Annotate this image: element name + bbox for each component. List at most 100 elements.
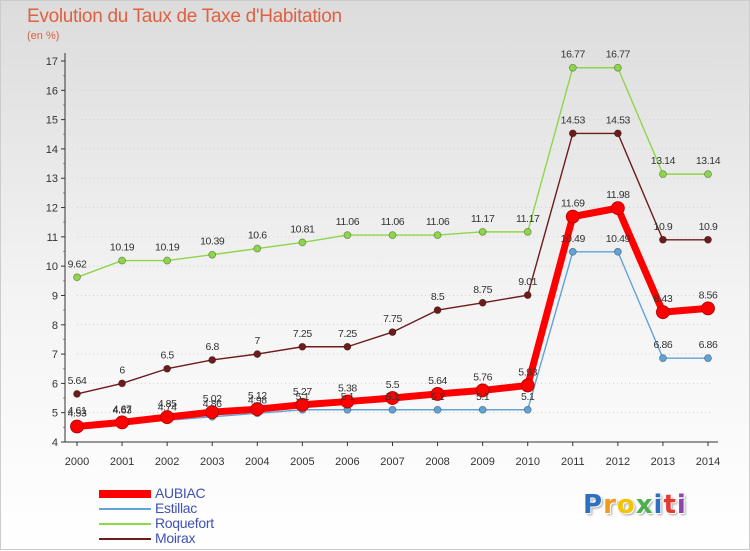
data-label: 4.53	[68, 407, 87, 419]
data-point	[73, 390, 81, 398]
data-point	[298, 238, 307, 247]
x-tick-label: 2002	[155, 456, 179, 468]
legend-label: Moirax	[155, 530, 196, 546]
data-label: 5.1	[521, 391, 535, 403]
legend-label: AUBIAC	[155, 485, 206, 501]
data-label: 8.43	[654, 293, 673, 305]
data-label: 6.86	[699, 339, 718, 351]
legend-swatch	[99, 508, 151, 510]
data-point	[478, 298, 487, 307]
data-label: 10.6	[248, 230, 267, 242]
legend-label: Roquefort	[155, 515, 214, 531]
data-label: 13.14	[696, 155, 721, 167]
data-label: 10.39	[200, 236, 225, 248]
y-tick-label: 10	[46, 261, 58, 273]
data-point	[118, 256, 126, 265]
data-point	[610, 201, 625, 216]
data-point	[208, 250, 217, 259]
data-point	[343, 342, 352, 351]
logo-letter: o	[616, 490, 636, 520]
data-label: 8.75	[473, 284, 492, 296]
data-point	[478, 227, 487, 236]
data-point	[520, 378, 535, 393]
data-label: 10.49	[561, 233, 586, 245]
y-tick-label: 4	[52, 437, 58, 449]
data-label: 11.06	[426, 216, 450, 228]
x-tick-label: 2003	[200, 456, 224, 468]
data-label: 14.53	[606, 114, 631, 126]
data-label: 5.12	[248, 390, 267, 402]
data-label: 10.9	[654, 221, 673, 233]
data-label: 5.38	[338, 383, 357, 395]
x-tick-label: 2007	[380, 456, 404, 468]
data-label: 11.06	[381, 216, 405, 228]
y-tick-label: 13	[46, 173, 58, 185]
y-tick-label: 11	[47, 232, 58, 244]
series-roquefort	[73, 63, 712, 282]
data-point	[523, 291, 532, 300]
data-label: 10.81	[290, 223, 315, 235]
x-tick-label: 2010	[515, 456, 539, 468]
data-label: 5.1	[431, 391, 445, 403]
data-point	[659, 170, 667, 179]
x-tick-label: 2004	[245, 456, 269, 468]
data-label: 13.14	[651, 155, 676, 167]
data-label: 5.64	[428, 375, 447, 387]
logo-letter: i	[676, 490, 687, 520]
data-point	[430, 387, 445, 401]
data-point	[613, 129, 622, 138]
y-tick-label: 16	[46, 85, 58, 97]
data-point	[343, 231, 352, 239]
logo-letter: x	[635, 490, 654, 520]
y-tick-label: 6	[52, 378, 58, 390]
data-label: 7.25	[293, 328, 312, 340]
data-point	[340, 394, 355, 409]
data-point	[613, 247, 622, 256]
data-point	[388, 231, 397, 239]
x-tick-label: 2008	[425, 456, 449, 468]
data-label: 5.5	[386, 379, 400, 391]
data-point	[523, 405, 532, 414]
series-estillac	[73, 247, 712, 429]
data-label: 11.69	[561, 198, 585, 210]
y-tick-label: 8	[52, 320, 58, 332]
data-point	[385, 391, 400, 405]
data-point	[433, 231, 442, 239]
data-label: 4.67	[113, 403, 132, 415]
legend-swatch	[99, 538, 151, 540]
data-label: 9.01	[518, 276, 537, 288]
y-tick-label: 5	[52, 408, 58, 420]
data-label: 5.1	[341, 391, 355, 403]
data-label: 10.49	[606, 233, 631, 245]
x-tick-label: 2012	[606, 456, 630, 468]
x-tick-label: 2014	[696, 456, 720, 468]
data-point	[656, 305, 670, 320]
legend-swatch	[99, 523, 151, 525]
data-point	[478, 405, 487, 414]
series-moirax	[73, 129, 712, 398]
data-label: 10.19	[110, 242, 135, 254]
data-label: 14.53	[561, 114, 586, 126]
data-point	[704, 170, 712, 179]
data-point	[160, 410, 175, 424]
y-tick-label: 9	[52, 290, 58, 302]
data-label: 4.86	[203, 398, 222, 410]
data-point	[565, 209, 580, 224]
y-tick-label: 14	[46, 144, 58, 156]
y-tick-label: 15	[46, 115, 58, 127]
data-point	[433, 306, 442, 315]
data-label: 5.76	[473, 371, 492, 383]
data-point	[118, 379, 126, 388]
data-label: 11.98	[606, 189, 630, 201]
data-point	[205, 405, 220, 420]
logo-letter: P	[583, 490, 604, 520]
data-point	[115, 415, 129, 430]
logo-letter: i	[653, 490, 664, 520]
data-label: 5.64	[68, 375, 87, 387]
logo-letter: r	[603, 490, 617, 520]
series-layer	[70, 63, 715, 434]
data-label: 11.17	[516, 213, 540, 225]
x-tick-label: 2006	[335, 456, 359, 468]
data-label: 5.1	[476, 391, 490, 403]
